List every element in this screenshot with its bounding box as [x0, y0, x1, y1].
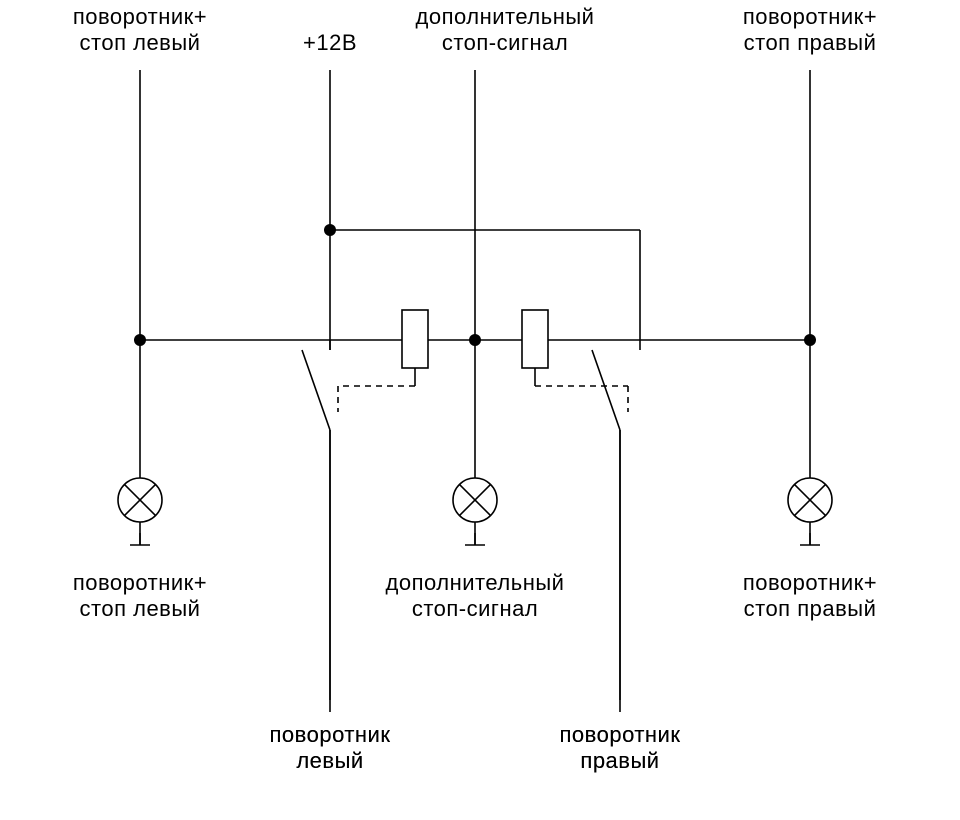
svg-text:стоп-сигнал: стоп-сигнал	[412, 596, 538, 621]
svg-text:поворотник+: поворотник+	[73, 570, 207, 595]
svg-text:левый: левый	[296, 748, 363, 773]
svg-text:правый: правый	[580, 748, 659, 773]
wiring-diagram: поворотник+стоп левый+12Вдополнительныйс…	[0, 0, 960, 820]
svg-text:дополнительный: дополнительный	[386, 570, 565, 595]
svg-text:+12В: +12В	[303, 30, 357, 55]
svg-text:поворотник: поворотник	[560, 722, 681, 747]
svg-text:поворотник: поворотник	[270, 722, 391, 747]
svg-text:дополнительный: дополнительный	[416, 4, 595, 29]
svg-text:стоп левый: стоп левый	[80, 596, 201, 621]
svg-text:стоп правый: стоп правый	[744, 596, 877, 621]
svg-text:поворотник+: поворотник+	[743, 4, 877, 29]
svg-text:стоп правый: стоп правый	[744, 30, 877, 55]
svg-text:стоп-сигнал: стоп-сигнал	[442, 30, 568, 55]
svg-text:стоп левый: стоп левый	[80, 30, 201, 55]
svg-text:поворотник+: поворотник+	[743, 570, 877, 595]
svg-text:поворотник+: поворотник+	[73, 4, 207, 29]
